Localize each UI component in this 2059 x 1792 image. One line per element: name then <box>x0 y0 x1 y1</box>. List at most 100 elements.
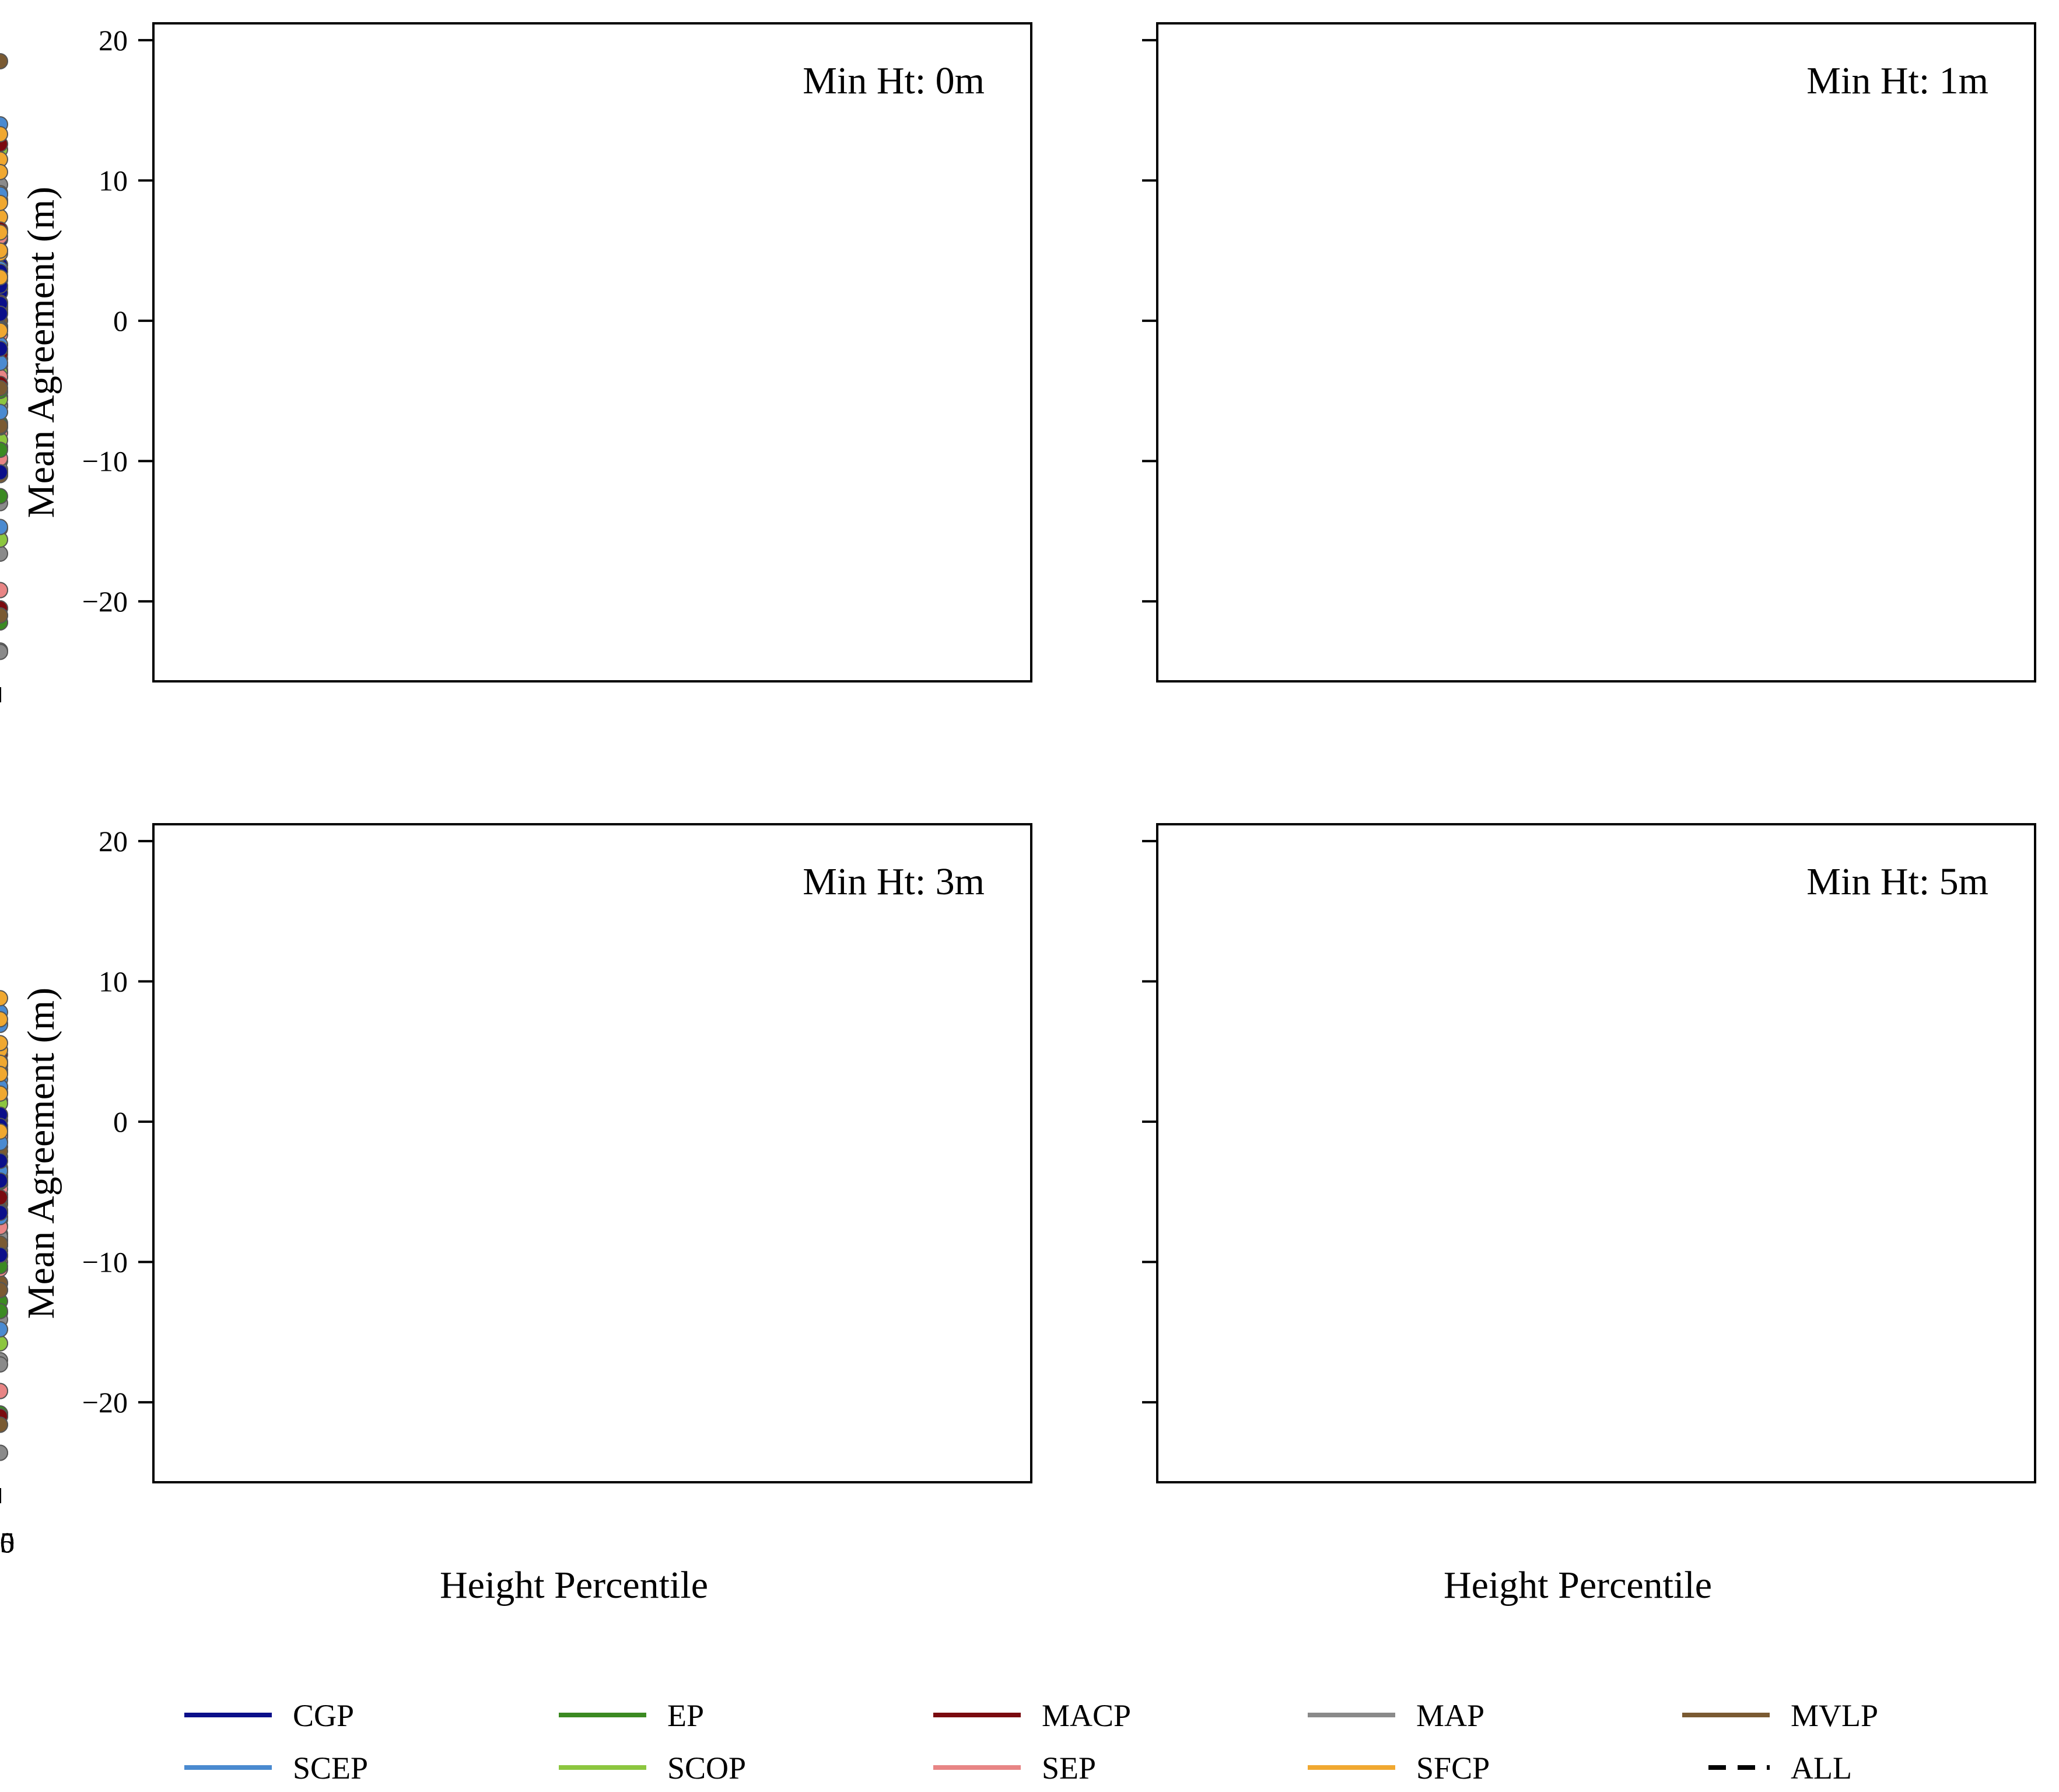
data-point-sep <box>0 1382 8 1399</box>
y-axis-title: Mean Agreement (m) <box>20 187 62 518</box>
panel-title: Min Ht: 0m <box>803 60 985 102</box>
legend-label: MACP <box>1042 1698 1131 1733</box>
data-point-scep <box>0 355 8 372</box>
data-point-map <box>0 1444 8 1461</box>
data-point-ep <box>0 488 8 505</box>
data-point-scop <box>0 531 8 548</box>
data-point-ep <box>0 442 8 459</box>
plot-frame <box>1156 823 2036 1483</box>
legend-item-scop: SCOP <box>559 1751 746 1786</box>
data-point-sfcp <box>0 242 8 259</box>
plot-frame <box>152 823 1032 1483</box>
chart-panel-2: −20 −10 0 10 20 50759095 Height Percentile Min … <box>0 823 1032 1606</box>
x-tick-label: 95 <box>0 1526 15 1559</box>
data-point-sfcp <box>0 1085 8 1102</box>
y-tick-label: 0 <box>113 1105 128 1138</box>
y-tick-label: 0 <box>113 304 128 337</box>
plot-frame <box>152 22 1032 682</box>
legend-label: SCEP <box>293 1751 368 1786</box>
x-axis-title: Height Percentile <box>1444 1564 1712 1606</box>
data-point-cgp <box>0 1247 8 1264</box>
data-point-mvlp <box>0 380 8 397</box>
x-tick-label: 90 <box>0 1526 15 1559</box>
data-point-sfcp <box>0 990 8 1007</box>
legend-item-mvlp: MVLP <box>1682 1698 1878 1733</box>
y-tick-label: 10 <box>99 164 128 197</box>
x-tick-label: 50 <box>0 1526 15 1559</box>
data-point-sfcp <box>0 1123 8 1140</box>
x-tick-label: 50 <box>0 1526 15 1559</box>
legend-label: SFCP <box>1416 1751 1490 1786</box>
data-point-map <box>0 1356 8 1373</box>
data-point-scop <box>0 1335 8 1352</box>
y-tick-label: 20 <box>99 24 128 57</box>
legend-label: SCOP <box>667 1751 746 1786</box>
legend-label: ALL <box>1791 1751 1852 1786</box>
y-tick-label: −10 <box>82 444 128 477</box>
data-point-ep <box>0 1303 8 1320</box>
panel-title: Min Ht: 1m <box>1806 60 1988 102</box>
data-point-cgp <box>0 1172 8 1189</box>
data-point-mvlp <box>0 52 8 69</box>
data-point-mvlp <box>0 607 8 624</box>
legend-label: CGP <box>293 1698 354 1733</box>
chart-panel-3: 50759095 Height Percentile Min Ht: 5m <box>0 823 2036 1606</box>
x-tick-label: 90 <box>0 1526 15 1559</box>
legend-item-all: ALL <box>1708 1751 1852 1786</box>
chart-panel-1: Min Ht: 1m <box>0 22 2036 702</box>
y-tick-label: −10 <box>82 1245 128 1278</box>
panel-title: Min Ht: 5m <box>1806 860 1988 903</box>
data-point-mvlp <box>0 418 8 435</box>
x-tick-label: 75 <box>0 1526 15 1559</box>
legend-item-map: MAP <box>1308 1698 1484 1733</box>
x-tick-label: 75 <box>0 1526 15 1559</box>
data-point-sfcp <box>0 208 8 225</box>
data-point-cgp <box>0 464 8 481</box>
data-point-sfcp <box>0 151 8 168</box>
y-axis-title: Mean Agreement (m) <box>20 988 62 1319</box>
data-point-scep <box>0 404 8 421</box>
legend-item-sfcp: SFCP <box>1308 1751 1490 1786</box>
y-tick-label: −20 <box>82 1386 128 1419</box>
data-point-sfcp <box>0 1011 8 1028</box>
data-point-cgp <box>0 305 8 322</box>
data-point-cgp <box>0 1205 8 1222</box>
legend-label: MVLP <box>1791 1698 1878 1733</box>
data-point-sfcp <box>0 1035 8 1052</box>
data-point-sfcp <box>0 224 8 241</box>
y-tick-label: −20 <box>82 585 128 618</box>
data-point-macp <box>0 1189 8 1206</box>
panel-title: Min Ht: 3m <box>803 860 985 903</box>
data-point-sfcp <box>0 269 8 286</box>
data-point-sfcp <box>0 194 8 211</box>
data-point-sfcp <box>0 163 8 180</box>
data-point-cgp <box>0 1153 8 1170</box>
chart-panel-0: −20 −10 0 10 20 Min Ht: 0m Mean Agreement (m) <box>0 22 1032 702</box>
data-point-sfcp <box>0 1066 8 1083</box>
data-point-sfcp <box>0 126 8 143</box>
legend-label: EP <box>667 1698 704 1733</box>
data-point-map <box>0 643 8 660</box>
legend-item-macp: MACP <box>933 1698 1131 1733</box>
data-point-mvlp <box>0 1416 8 1433</box>
legend-item-sep: SEP <box>933 1751 1096 1786</box>
data-point-sfcp <box>0 322 8 339</box>
y-tick-label: 20 <box>99 825 128 858</box>
plot-frame <box>1156 22 2036 682</box>
data-point-map <box>0 545 8 562</box>
legend-item-ep: EP <box>559 1698 704 1733</box>
legend-item-scep: SCEP <box>184 1751 368 1786</box>
legend-label: MAP <box>1416 1698 1484 1733</box>
data-point-scep <box>0 519 8 536</box>
legend-item-cgp: CGP <box>184 1698 354 1733</box>
data-point-sep <box>0 582 8 598</box>
data-point-mvlp <box>0 1282 8 1298</box>
legend-label: SEP <box>1042 1751 1096 1786</box>
x-axis-title: Height Percentile <box>440 1564 708 1606</box>
x-tick-label: 95 <box>0 1526 15 1559</box>
data-point-scep <box>0 1321 8 1338</box>
data-point-cgp <box>0 340 8 357</box>
legend: CGP EP MACP MAP MVLP SCEP SCOP SEP SFCP ALL <box>184 1698 1878 1786</box>
y-tick-label: 10 <box>99 965 128 998</box>
